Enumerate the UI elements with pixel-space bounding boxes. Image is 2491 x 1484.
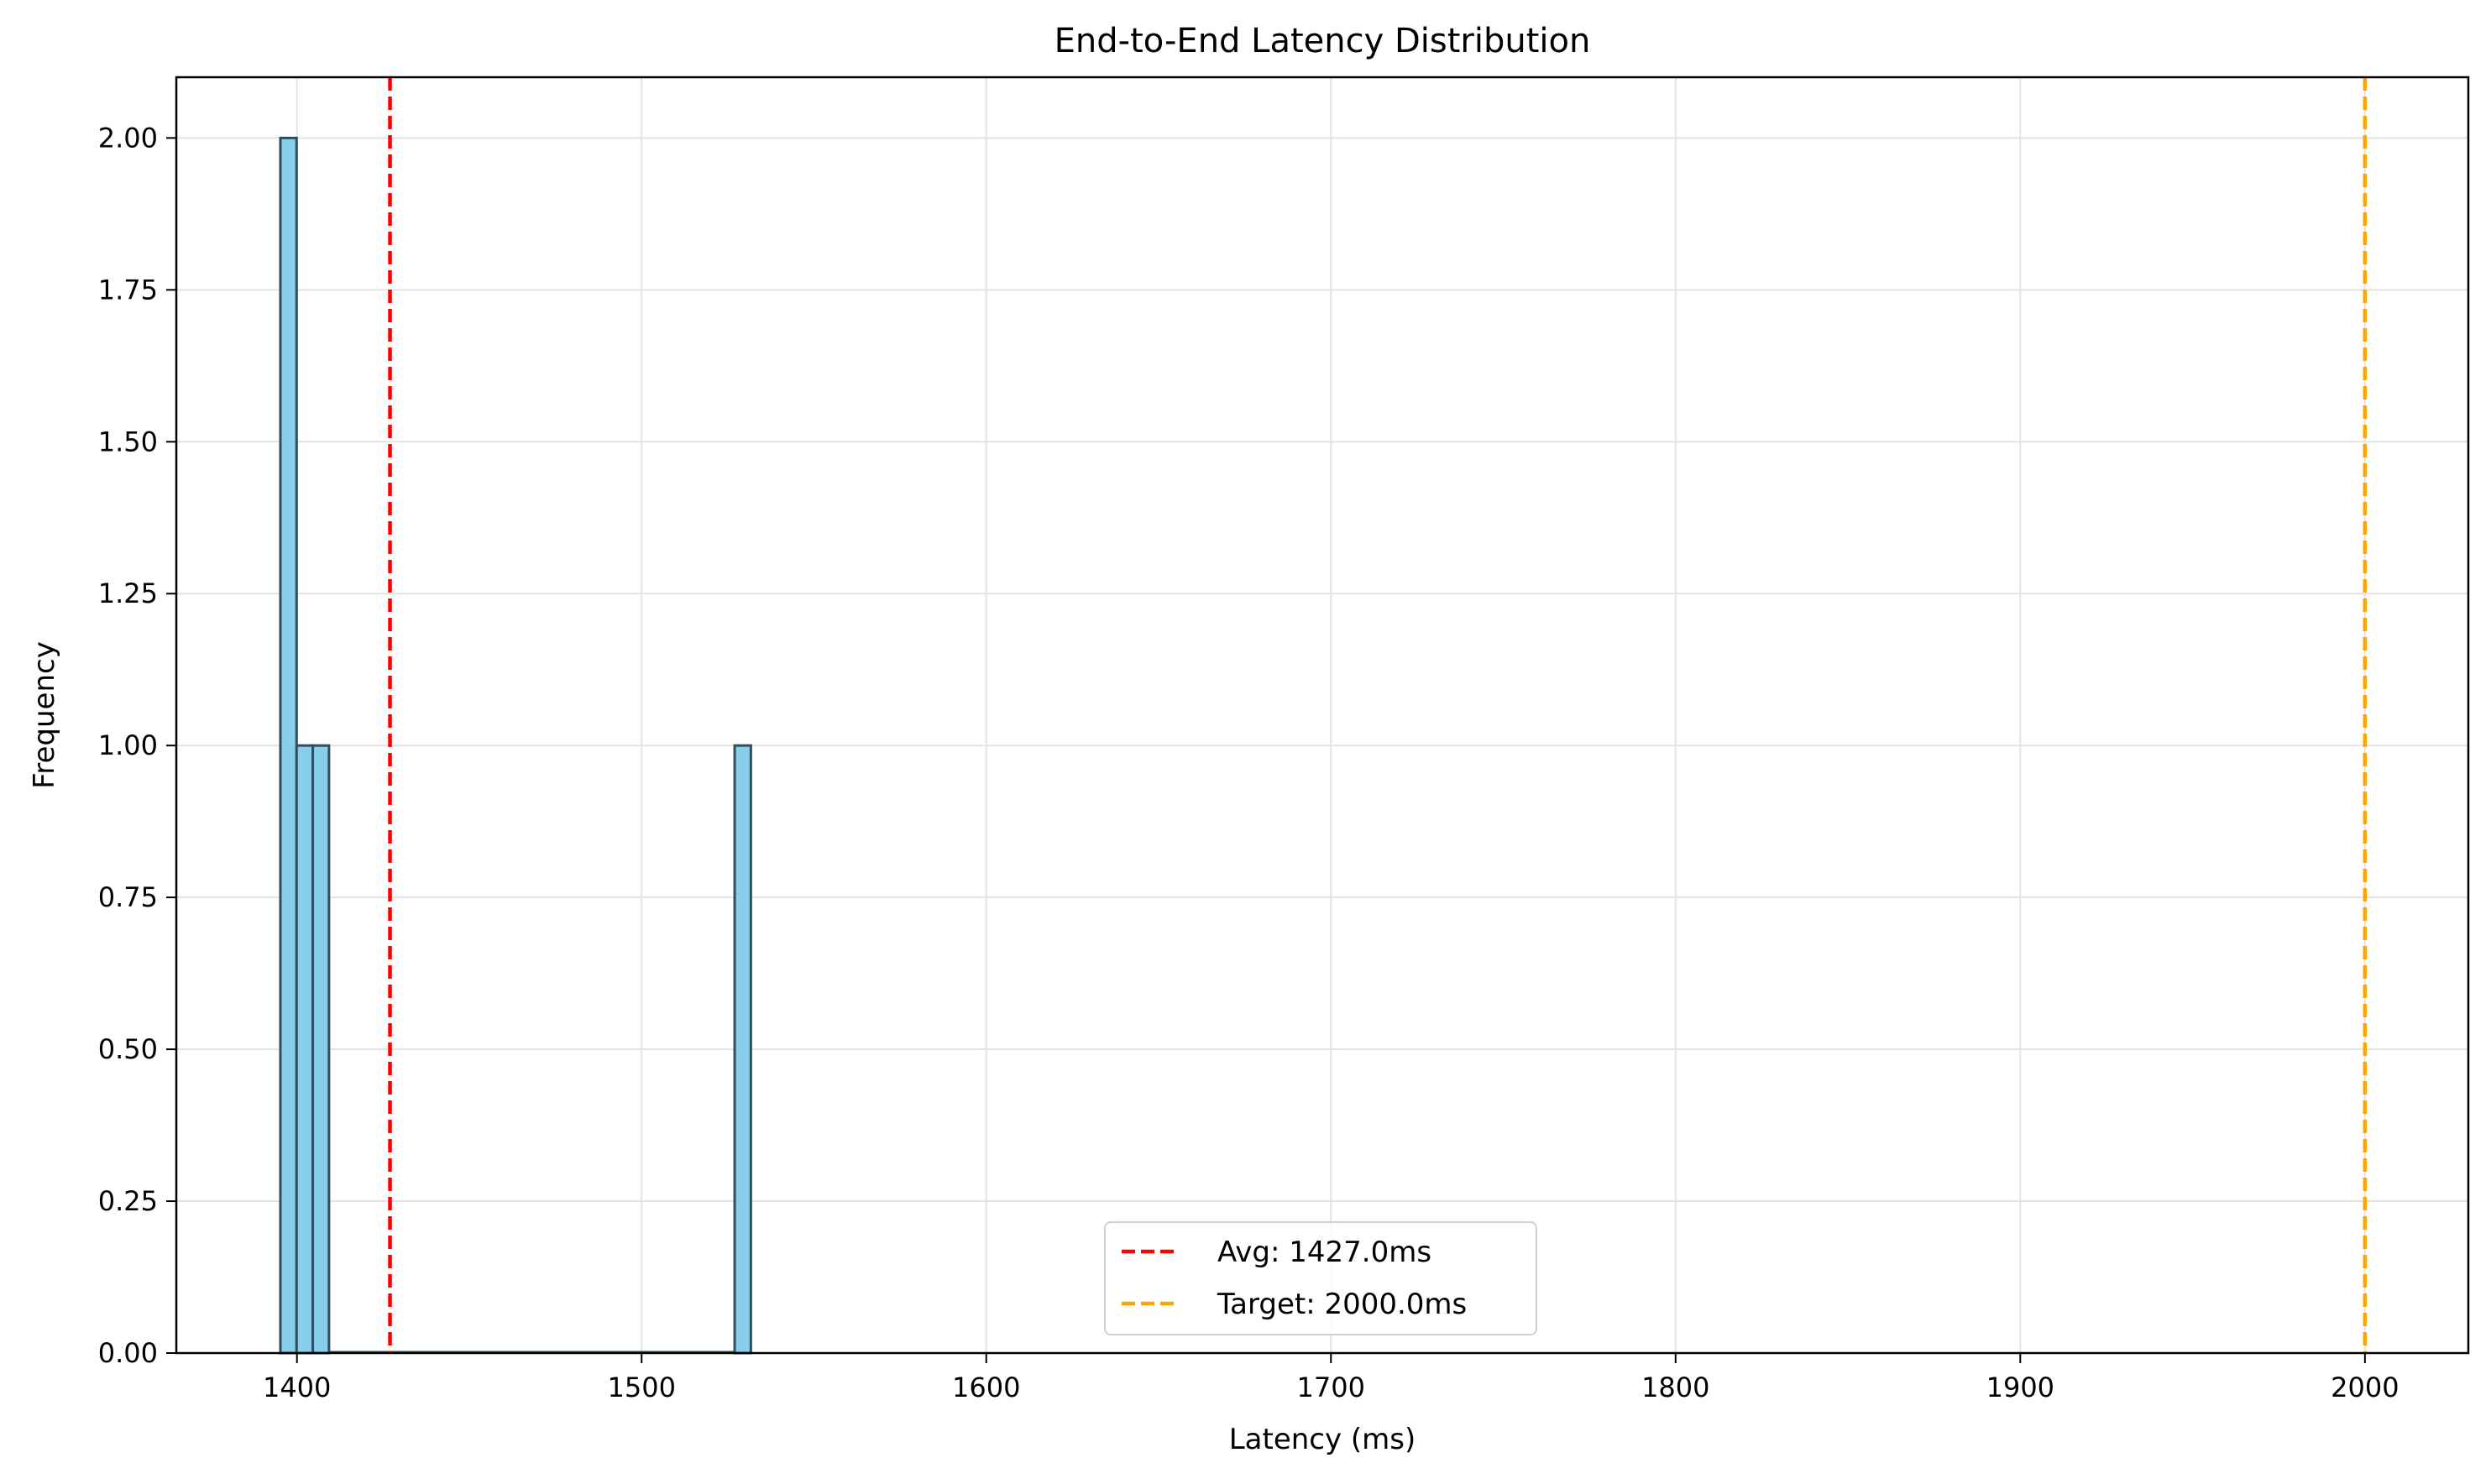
- y-axis-title: Frequency: [28, 641, 61, 789]
- x-tick-label: 1500: [607, 1372, 675, 1403]
- legend-label: Avg: 1427.0ms: [1217, 1236, 1431, 1269]
- x-tick-label: 1700: [1297, 1372, 1365, 1403]
- x-tick-label: 1400: [263, 1372, 331, 1403]
- legend-box: [1104, 1221, 1537, 1335]
- y-tick-label: 1.75: [98, 274, 158, 306]
- y-tick-label: 0.75: [98, 881, 158, 913]
- chart-title: End-to-End Latency Distribution: [1054, 22, 1591, 60]
- legend: Avg: 1427.0ms Target: 2000.0ms: [1104, 1221, 1537, 1335]
- y-tick-label: 1.50: [98, 426, 158, 457]
- histogram-bar: [279, 136, 298, 1355]
- x-tick-label: 1900: [1986, 1372, 2054, 1403]
- histogram-bar: [295, 744, 315, 1355]
- y-tick-label: 0.00: [98, 1337, 158, 1369]
- y-tick-label: 2.00: [98, 122, 158, 154]
- x-tick-label: 2000: [2331, 1372, 2399, 1403]
- y-tick-label: 1.00: [98, 729, 158, 761]
- y-tick-label: 0.50: [98, 1033, 158, 1065]
- reference-lines: [388, 77, 2368, 1353]
- x-axis-title: Latency (ms): [1229, 1423, 1416, 1456]
- legend-label: Target: 2000.0ms: [1217, 1288, 1467, 1321]
- x-axis-ticks: 1400 1500 1600 1700 1800 1900 2000: [263, 1353, 2399, 1403]
- x-tick-label: 1800: [1641, 1372, 1709, 1403]
- histogram-bar: [733, 744, 752, 1355]
- y-tick-label: 1.25: [98, 577, 158, 609]
- plot-area-frame: [175, 76, 2470, 1355]
- y-axis-ticks: 0.00 0.25 0.50 0.75 1.00 1.25 1.50 1.75 2.00: [98, 122, 176, 1369]
- histogram-bar: [311, 744, 331, 1355]
- y-tick-label: 0.25: [98, 1185, 158, 1217]
- x-tick-label: 1600: [952, 1372, 1020, 1403]
